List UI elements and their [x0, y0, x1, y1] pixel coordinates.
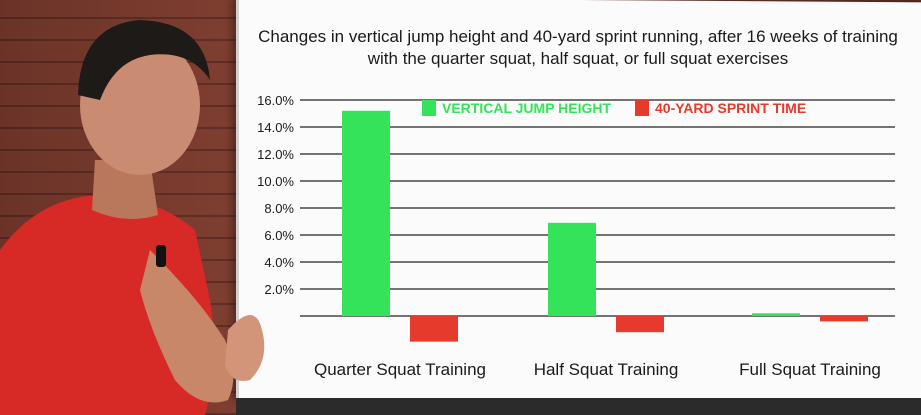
category-label: Full Squat Training	[739, 360, 881, 379]
y-tick-label: 6.0%	[264, 228, 294, 243]
bar-sprint	[410, 316, 458, 342]
y-tick-label: 12.0%	[257, 147, 294, 162]
bar-jump	[342, 110, 390, 316]
bar-jump	[752, 313, 800, 316]
legend-swatch-sprint	[635, 100, 649, 116]
screen-frame	[236, 398, 921, 415]
gridlines	[300, 99, 895, 317]
y-tick-label: 16.0%	[257, 93, 294, 108]
y-tick-label: 14.0%	[257, 120, 294, 135]
bar-sprint	[616, 316, 664, 333]
y-tick-label: 10.0%	[257, 174, 294, 189]
bars	[342, 110, 868, 342]
category-label: Quarter Squat Training	[314, 360, 486, 379]
chart-title: Changes in vertical jump height and 40-y…	[258, 27, 898, 68]
legend-swatch-jump	[422, 100, 436, 116]
legend-label-sprint: 40-YARD SPRINT TIME	[655, 100, 806, 116]
category-label: Half Squat Training	[534, 360, 679, 379]
category-labels: Quarter Squat Training Half Squat Trainin…	[314, 360, 881, 379]
y-tick-label: 8.0%	[264, 201, 294, 216]
bar-sprint	[820, 316, 868, 322]
y-tick-labels: 16.0% 14.0% 12.0% 10.0% 8.0% 6.0% 4.0% 2.0%	[257, 93, 294, 297]
legend: VERTICAL JUMP HEIGHT 40-YARD SPRINT TIME	[422, 100, 806, 116]
y-tick-label: 4.0%	[264, 255, 294, 270]
legend-label-jump: VERTICAL JUMP HEIGHT	[442, 100, 612, 116]
y-tick-label: 2.0%	[264, 282, 294, 297]
bar-jump	[548, 222, 596, 316]
